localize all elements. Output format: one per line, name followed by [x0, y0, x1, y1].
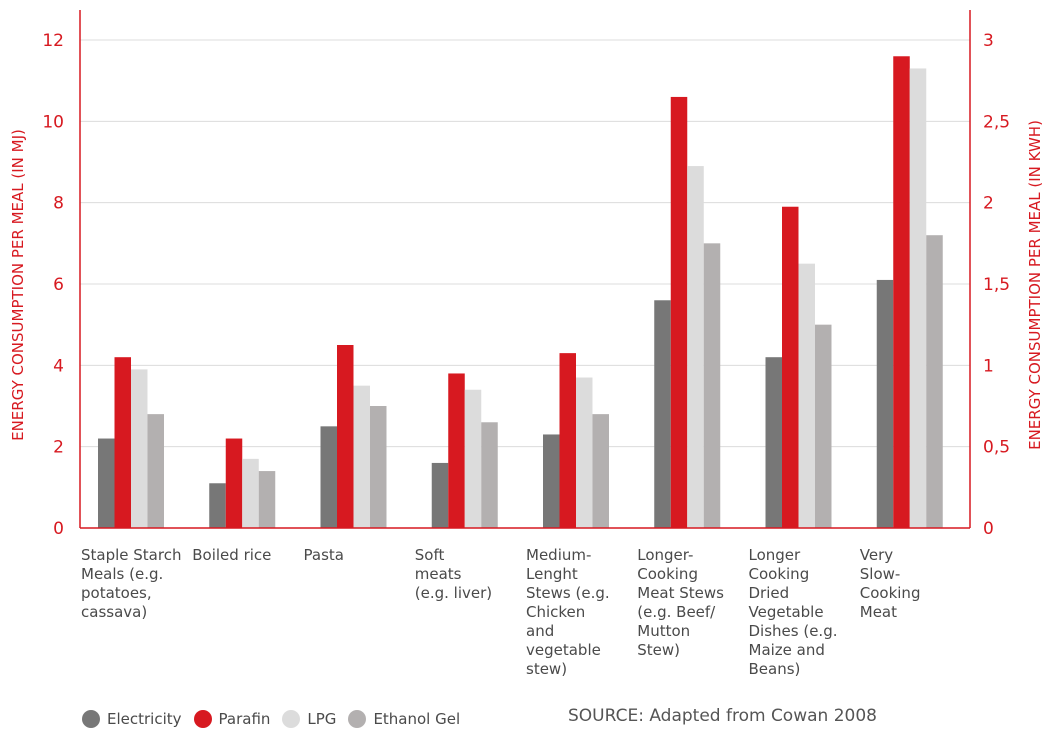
- bar-ethanol-gel: [703, 243, 721, 529]
- bar-chart: 0 2 4 6 8 10 12 0 0,5 1 1,5 2 2,5 3 Staple Starch Mea…: [9, 10, 1044, 678]
- y-tick-label: 4: [53, 356, 64, 376]
- legend-item: Ethanol Gel: [348, 710, 460, 728]
- bar-electricity: [209, 483, 226, 528]
- right-y-tick-labels: 0 0,5 1 1,5 2 2,5 3: [983, 31, 1010, 539]
- bar-parafin: [337, 345, 354, 528]
- bar-electricity: [876, 279, 894, 528]
- bar-lpg: [798, 263, 815, 528]
- bar-parafin: [225, 438, 243, 528]
- legend-swatch: [282, 710, 301, 728]
- y2-tick-label: 3: [983, 31, 994, 51]
- legend-item: LPG: [282, 710, 336, 728]
- bar-electricity: [320, 426, 337, 528]
- bar-electricity: [543, 434, 560, 528]
- bar-parafin: [670, 96, 688, 528]
- bar-lpg: [131, 369, 148, 528]
- y2-tick-label: 0: [983, 519, 994, 539]
- bar-lpg: [353, 385, 370, 528]
- bar-ethanol-gel: [147, 414, 164, 528]
- category-label: Boiled rice: [192, 546, 271, 564]
- left-y-tick-labels: 0 2 4 6 8 10 12: [42, 31, 64, 539]
- bar-electricity: [765, 357, 782, 528]
- bar-ethanol-gel: [370, 406, 387, 528]
- bar-ethanol-gel: [926, 235, 943, 528]
- bar-parafin: [782, 206, 799, 528]
- right-y-axis-title: ENERGY CONSUMPTION PER MEAL (IN KWH): [1026, 120, 1044, 450]
- source-note: SOURCE: Adapted from Cowan 2008: [568, 706, 877, 726]
- bar-parafin: [448, 373, 465, 528]
- y-tick-label: 6: [53, 275, 64, 295]
- bar-electricity: [654, 300, 671, 528]
- category-label: Very Slow-Cooking Meat: [860, 546, 921, 621]
- y-tick-label: 8: [53, 194, 64, 214]
- y-tick-label: 2: [53, 438, 64, 458]
- category-label: Longer-Cooking Meat Stews (e.g. Beef/Mutto…: [637, 546, 724, 659]
- bar-parafin: [559, 353, 576, 528]
- bar-ethanol-gel: [258, 471, 276, 528]
- category-label: Medium-Lenght Stews (e.g. Chicken and vegeta…: [526, 546, 610, 678]
- y2-tick-label: 2,5: [983, 112, 1010, 132]
- bar-lpg: [909, 68, 927, 528]
- bar-lpg: [242, 458, 259, 528]
- bar-parafin: [893, 56, 910, 529]
- y2-tick-label: 1: [983, 356, 994, 376]
- bar-ethanol-gel: [481, 422, 498, 528]
- bar-lpg: [687, 166, 704, 529]
- category-labels: Staple Starch Meals (e.g. potatoes, cassava…: [81, 546, 920, 678]
- bars: [98, 56, 943, 529]
- bar-electricity: [98, 438, 115, 528]
- legend: Electricity Parafin LPG Ethanol Gel: [82, 707, 472, 731]
- y-tick-label: 10: [42, 112, 64, 132]
- y-tick-label: 0: [53, 519, 64, 539]
- bar-parafin: [114, 357, 131, 528]
- legend-swatch: [348, 710, 367, 728]
- legend-label: LPG: [307, 710, 337, 728]
- bar-lpg: [464, 389, 482, 528]
- legend-label: Ethanol Gel: [373, 710, 461, 728]
- y-tick-label: 12: [42, 31, 64, 51]
- y2-tick-label: 0,5: [983, 438, 1010, 458]
- bar-ethanol-gel: [815, 324, 832, 528]
- category-label: Soft meats (e.g. liver): [415, 546, 492, 602]
- legend-swatch: [82, 710, 100, 728]
- legend-label: Electricity: [107, 710, 182, 728]
- category-label: Pasta: [304, 546, 344, 564]
- legend-swatch: [193, 710, 212, 728]
- legend-item: Electricity: [82, 710, 182, 728]
- axes: [79, 10, 971, 529]
- y2-tick-label: 1,5: [983, 275, 1010, 295]
- left-y-axis-title: ENERGY CONSUMPTION PER MEAL (IN MJ): [9, 129, 27, 441]
- bar-lpg: [576, 377, 593, 528]
- legend-label: Parafin: [218, 710, 271, 728]
- category-label: Longer Cooking Dried Vegetable Dishes (e.g. M…: [749, 546, 838, 678]
- legend-item: Parafin: [193, 710, 271, 728]
- bar-electricity: [431, 462, 449, 528]
- bar-ethanol-gel: [592, 414, 609, 528]
- category-label: Staple Starch Meals (e.g. potatoes, cassava…: [81, 546, 181, 621]
- gridlines: [80, 39, 970, 448]
- y2-tick-label: 2: [983, 194, 994, 214]
